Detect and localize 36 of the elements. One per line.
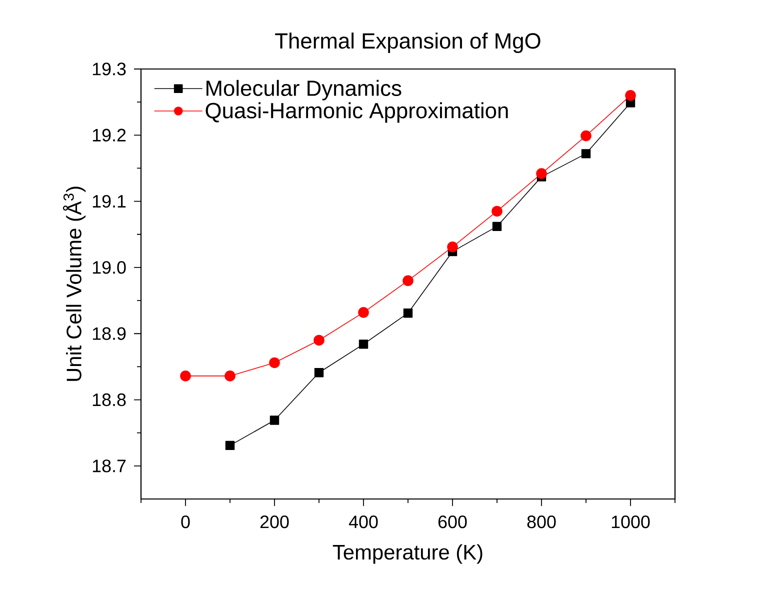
point: [314, 334, 324, 346]
y-tick-label: 19.0: [92, 261, 126, 274]
x-tick-label: 800: [527, 516, 556, 528]
y-tick-label: 19.2: [92, 128, 126, 142]
point: [625, 90, 636, 101]
point: [270, 416, 280, 425]
point: [580, 130, 592, 142]
y-tick-label: 18.8: [92, 393, 126, 406]
point: [358, 340, 368, 349]
point: [492, 222, 502, 232]
x-axis-title: Temperature (K): [332, 544, 482, 564]
point: [224, 370, 236, 382]
y-tick-label: 19.3: [92, 62, 126, 76]
point: [402, 275, 414, 286]
x-tick-label: 600: [438, 516, 467, 528]
x-tick-label: 200: [260, 516, 289, 528]
point: [225, 440, 235, 450]
point: [358, 307, 369, 318]
point: [447, 242, 458, 252]
point: [492, 206, 502, 217]
y-tick-label: 18.9: [92, 327, 126, 340]
point: [581, 149, 591, 158]
point: [536, 168, 547, 179]
legend-label: Molecular Dynamics: [206, 80, 402, 100]
x-tick-label: 1000: [612, 516, 650, 528]
point: [180, 370, 191, 382]
x-tick-label: 400: [348, 516, 378, 528]
x-tick-label: 0: [181, 516, 190, 528]
point: [403, 308, 413, 318]
y-axis-title: Unit Cell Volume (Å$^{3}$): [62, 186, 86, 381]
point: [269, 357, 280, 368]
point: [314, 368, 324, 378]
legend-label: Quasi-Harmonic Approximation: [206, 102, 508, 123]
y-tick-label: 18.7: [92, 460, 126, 472]
y-tick-label: 19.1: [92, 194, 126, 208]
chart-title: Thermal Expansion of MgO: [275, 32, 540, 54]
